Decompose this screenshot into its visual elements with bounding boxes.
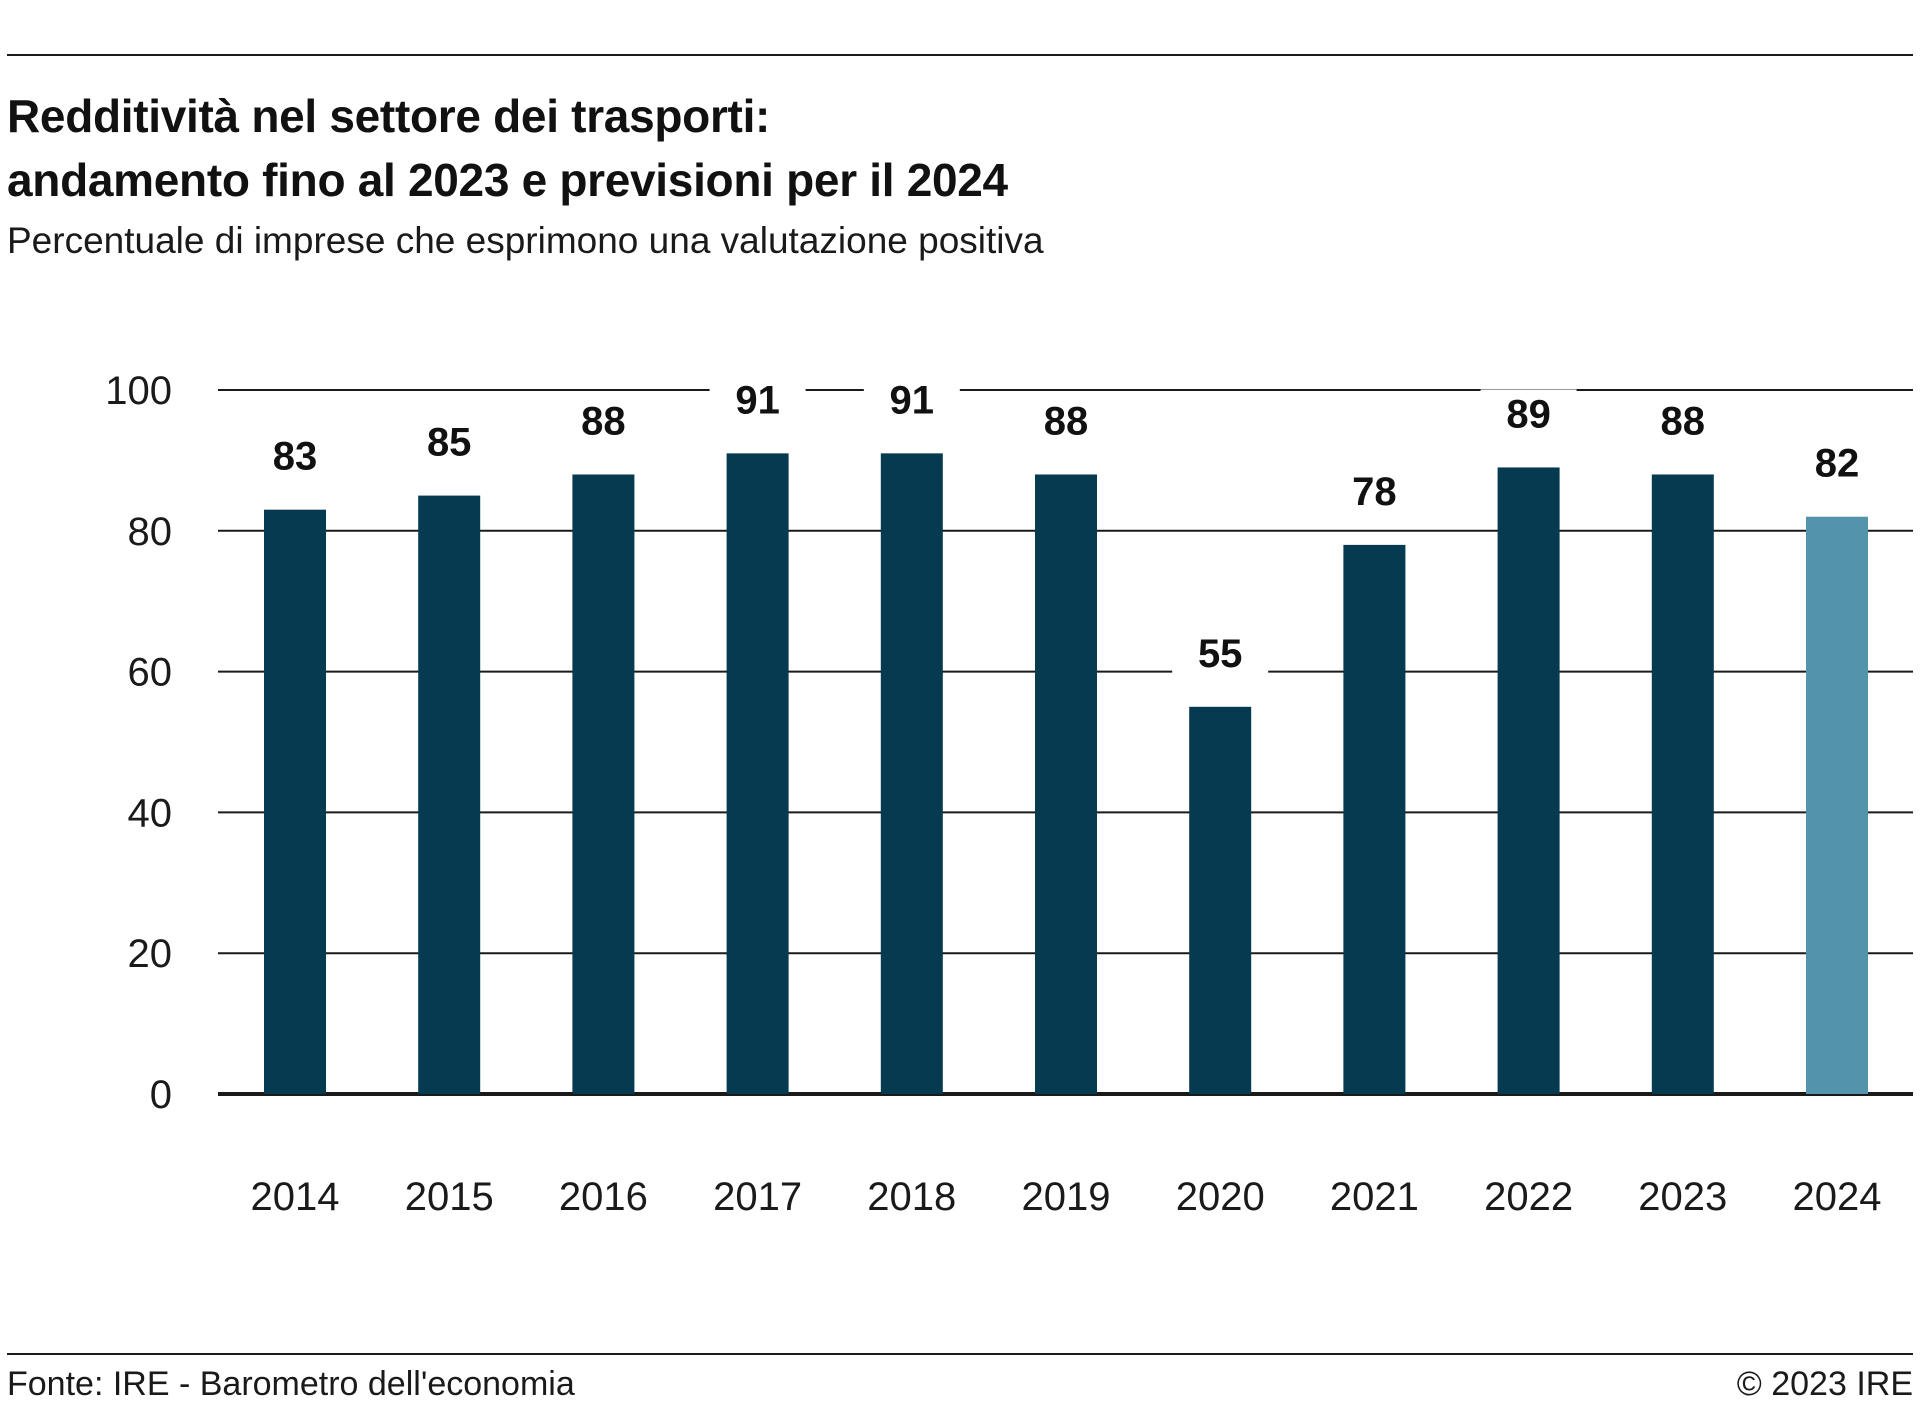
data-label-background-2014 bbox=[247, 431, 343, 482]
x-tick-label-2020: 2020 bbox=[1176, 1175, 1265, 1219]
data-label-background-2018 bbox=[863, 375, 960, 426]
bar-2020 bbox=[1189, 706, 1252, 1094]
x-tick-label-2015: 2015 bbox=[405, 1175, 494, 1219]
bar-2016 bbox=[572, 474, 635, 1095]
y-tick-label-80: 80 bbox=[128, 510, 173, 554]
x-tick-label-2022: 2022 bbox=[1484, 1175, 1573, 1219]
y-tick-label-0: 0 bbox=[150, 1073, 172, 1117]
bar-2014 bbox=[264, 509, 326, 1094]
x-tick-label-2021: 2021 bbox=[1330, 1175, 1419, 1219]
bar-2015 bbox=[418, 495, 481, 1095]
bar-2017 bbox=[726, 453, 789, 1094]
x-tick-label-2018: 2018 bbox=[867, 1175, 956, 1219]
chart-subtitle: Percentuale di imprese che esprimono una… bbox=[7, 220, 1044, 261]
data-label-background-2024 bbox=[1789, 438, 1885, 489]
data-label-background-2020 bbox=[1172, 628, 1269, 679]
data-label-2023: 88 bbox=[1661, 399, 1706, 443]
data-label-background-2015 bbox=[401, 417, 498, 468]
y-axis-ticks: 0 20 40 60 80 100 bbox=[105, 369, 172, 1117]
data-label-background-2019 bbox=[1018, 396, 1114, 447]
data-label-background-2023 bbox=[1634, 396, 1731, 447]
x-tick-label-2014: 2014 bbox=[251, 1175, 340, 1219]
bar-2024 bbox=[1806, 516, 1868, 1094]
copyright-note: © 2023 IRE bbox=[1736, 1365, 1913, 1403]
chart-title: Redditività nel settore dei trasporti: a… bbox=[7, 84, 1307, 212]
x-tick-label-2023: 2023 bbox=[1638, 1175, 1727, 1219]
x-tick-label-2019: 2019 bbox=[1022, 1175, 1111, 1219]
bar-2022 bbox=[1497, 467, 1560, 1094]
x-tick-label-2016: 2016 bbox=[559, 1175, 648, 1219]
y-tick-label-60: 60 bbox=[128, 651, 173, 695]
data-label-background-2017 bbox=[709, 375, 806, 426]
bar-2018 bbox=[880, 453, 943, 1094]
bottom-divider bbox=[7, 1353, 1913, 1355]
bar-2021 bbox=[1343, 544, 1406, 1094]
data-label-2016: 88 bbox=[581, 399, 626, 443]
x-tick-label-2017: 2017 bbox=[713, 1175, 802, 1219]
x-tick-label-2024: 2024 bbox=[1793, 1175, 1882, 1219]
data-label-background-2016 bbox=[555, 396, 652, 447]
source-note: Fonte: IRE - Barometro dell'economia bbox=[7, 1365, 575, 1403]
chart-title-line-1: Redditività nel settore dei trasporti: bbox=[7, 90, 771, 142]
data-label-2022: 89 bbox=[1506, 392, 1551, 436]
chart-title-line-2: andamento fino al 2023 e previsioni per … bbox=[7, 154, 1008, 206]
bar-2019 bbox=[1035, 474, 1097, 1095]
data-label-2020: 55 bbox=[1198, 632, 1243, 676]
top-divider bbox=[7, 54, 1913, 56]
x-axis-ticks: 2014 2015 2016 2017 2018 2019 2020 2021 2022 2023… bbox=[251, 1175, 1882, 1219]
bar-2023 bbox=[1651, 474, 1714, 1095]
data-labels: 83 85 88 91 91 88 55 78 89 88 82 bbox=[247, 375, 1885, 679]
data-label-background-2021 bbox=[1326, 466, 1423, 517]
data-label-2015: 85 bbox=[427, 421, 472, 465]
data-label-2017: 91 bbox=[735, 378, 780, 422]
y-tick-label-20: 20 bbox=[128, 932, 173, 976]
y-tick-label-40: 40 bbox=[128, 791, 173, 835]
data-label-2018: 91 bbox=[890, 378, 935, 422]
y-tick-label-100: 100 bbox=[105, 369, 172, 413]
data-label-2019: 88 bbox=[1044, 399, 1089, 443]
data-label-2021: 78 bbox=[1352, 470, 1397, 514]
data-label-2014: 83 bbox=[273, 435, 318, 479]
data-label-2024: 82 bbox=[1815, 442, 1860, 486]
data-label-background-2022 bbox=[1480, 389, 1577, 440]
bars bbox=[264, 453, 1868, 1095]
